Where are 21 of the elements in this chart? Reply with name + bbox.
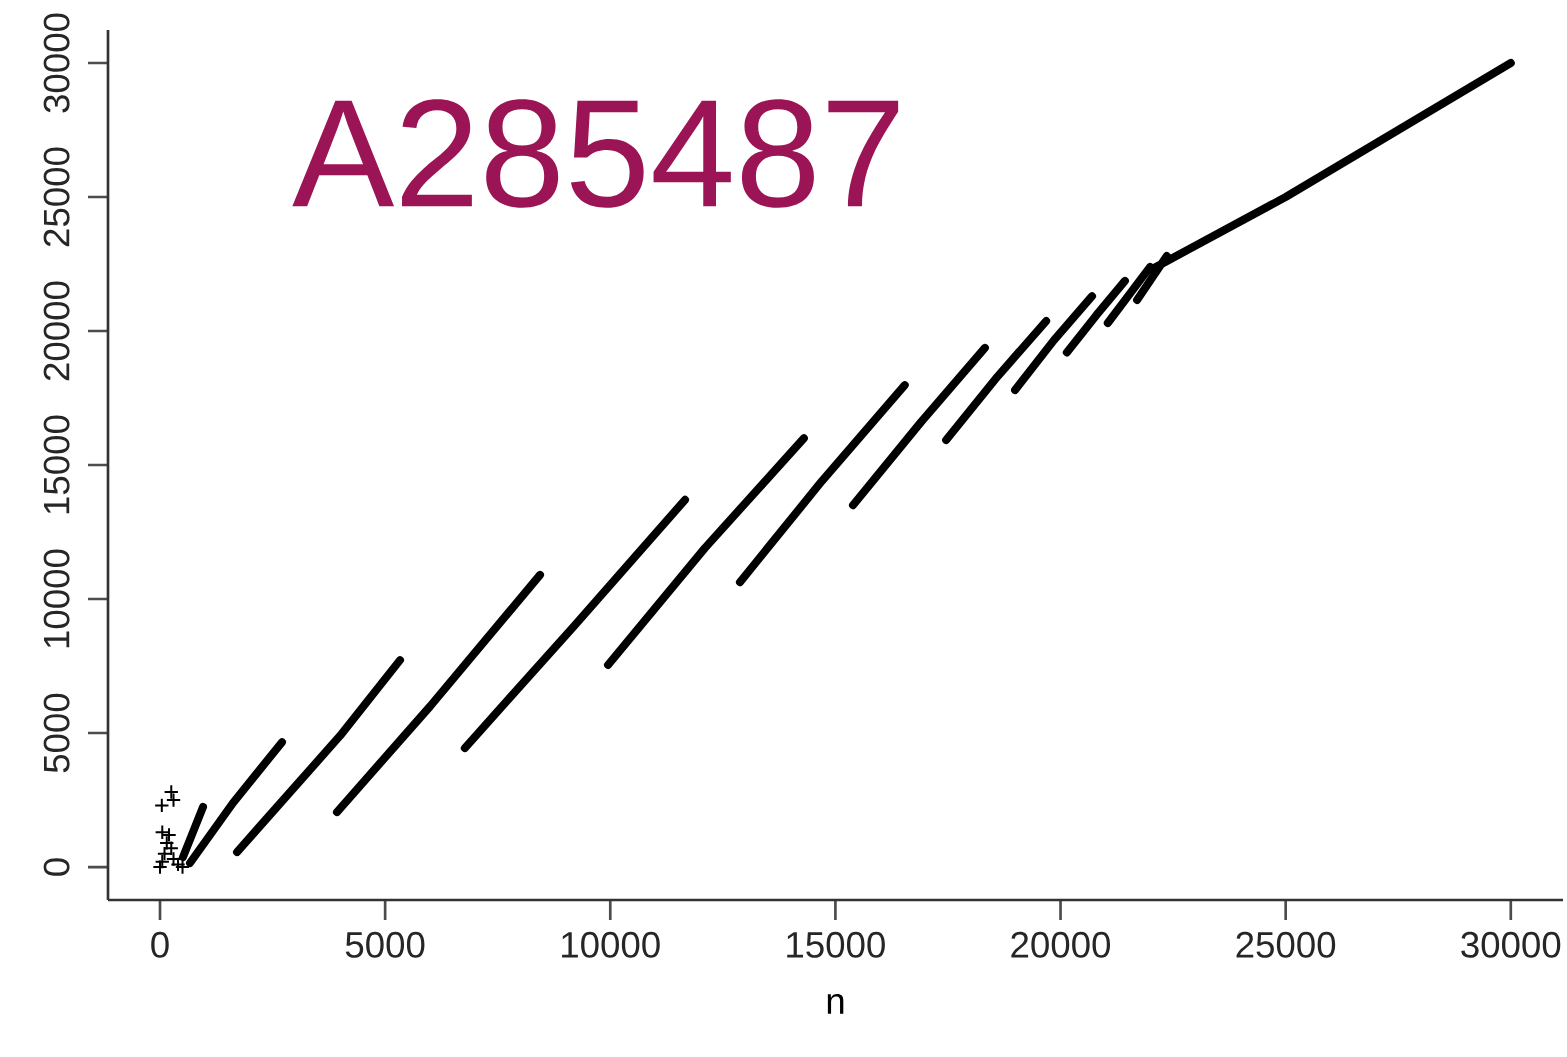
x-tick-label: 25000 [1236, 931, 1336, 958]
point [165, 792, 182, 808]
point [154, 854, 170, 870]
point [152, 859, 168, 875]
x-tick-label: 20000 [1011, 931, 1111, 958]
y-tick-label: 20000 [43, 281, 70, 381]
y-tick-label: 15000 [43, 415, 70, 514]
x-tick-label: 30000 [1461, 931, 1561, 958]
x-tick-label: 10000 [562, 931, 660, 958]
x-tick-label: 15000 [787, 931, 885, 958]
point [154, 797, 170, 814]
x-axis-title: n [827, 994, 844, 1014]
y-tick-label: 10000 [43, 549, 70, 648]
y-tick-label: 30000 [43, 13, 70, 113]
chart-title: A285487 [292, 99, 899, 208]
x-tick-label: 5000 [345, 931, 425, 958]
y-tick-label: 0 [43, 858, 70, 876]
y-tick-label: 25000 [43, 147, 70, 247]
point [163, 784, 179, 800]
x-tick-label: 0 [151, 931, 169, 958]
y-tick-label: 5000 [43, 693, 70, 773]
